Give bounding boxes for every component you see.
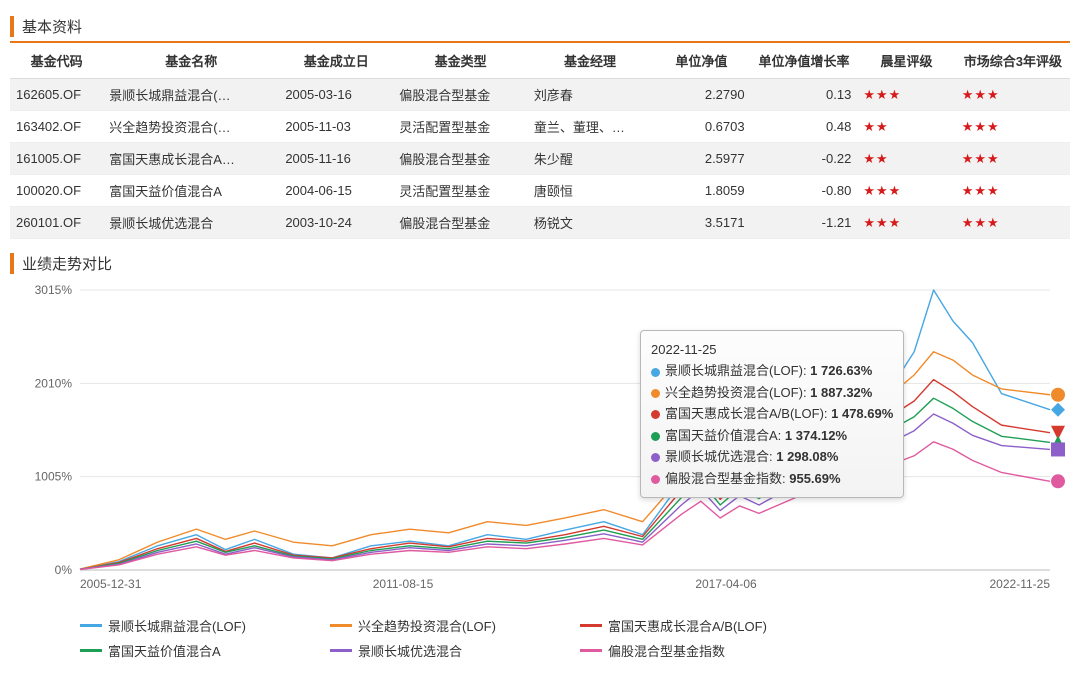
- cell-nav: 2.5977: [652, 143, 750, 175]
- col-mk3[interactable]: 市场综合3年评级: [956, 43, 1070, 79]
- svg-text:2005-12-31: 2005-12-31: [80, 577, 142, 591]
- cell-code: 161005.OF: [10, 143, 103, 175]
- cell-nav: 1.8059: [652, 175, 750, 207]
- cell-type: 灵活配置型基金: [393, 175, 528, 207]
- cell-nav: 0.6703: [652, 111, 750, 143]
- col-incept[interactable]: 基金成立日: [279, 43, 393, 79]
- cell-ms: ★★★: [857, 175, 955, 207]
- table-row[interactable]: 161005.OF富国天惠成长混合A…2005-11-16偏股混合型基金朱少醒2…: [10, 143, 1070, 175]
- cell-mk3: ★★★: [956, 175, 1070, 207]
- cell-manager: 朱少醒: [528, 143, 652, 175]
- cell-ms: ★★★: [857, 207, 955, 239]
- cell-manager: 唐颐恒: [528, 175, 652, 207]
- cell-name: 兴全趋势投资混合(…: [103, 111, 279, 143]
- fund-table: 基金代码基金名称基金成立日基金类型基金经理单位净值单位净值增长率晨星评级市场综合…: [10, 43, 1070, 239]
- cell-name: 景顺长城优选混合: [103, 207, 279, 239]
- col-chg[interactable]: 单位净值增长率: [751, 43, 858, 79]
- cell-name: 富国天惠成长混合A…: [103, 143, 279, 175]
- svg-text:1005%: 1005%: [35, 470, 73, 484]
- svg-text:2010%: 2010%: [35, 376, 73, 390]
- section-title-basic: 基本资料: [10, 16, 1070, 37]
- cell-chg: 0.13: [751, 79, 858, 111]
- cell-type: 偏股混合型基金: [393, 207, 528, 239]
- cell-incept: 2005-11-03: [279, 111, 393, 143]
- col-type[interactable]: 基金类型: [393, 43, 528, 79]
- cell-mk3: ★★★: [956, 207, 1070, 239]
- cell-chg: -0.22: [751, 143, 858, 175]
- col-name[interactable]: 基金名称: [103, 43, 279, 79]
- cell-incept: 2005-03-16: [279, 79, 393, 111]
- cell-mk3: ★★★: [956, 111, 1070, 143]
- table-row[interactable]: 260101.OF景顺长城优选混合2003-10-24偏股混合型基金杨锐文3.5…: [10, 207, 1070, 239]
- svg-text:2011-08-15: 2011-08-15: [373, 577, 434, 591]
- table-row[interactable]: 162605.OF景顺长城鼎益混合(…2005-03-16偏股混合型基金刘彦春2…: [10, 79, 1070, 111]
- cell-manager: 杨锐文: [528, 207, 652, 239]
- legend-item[interactable]: 偏股混合型基金指数: [580, 641, 790, 660]
- cell-ms: ★★★: [857, 79, 955, 111]
- table-row[interactable]: 100020.OF富国天益价值混合A2004-06-15灵活配置型基金唐颐恒1.…: [10, 175, 1070, 207]
- cell-ms: ★★: [857, 111, 955, 143]
- section-title-trend: 业绩走势对比: [10, 253, 1070, 274]
- cell-chg: -0.80: [751, 175, 858, 207]
- svg-text:2017-04-06: 2017-04-06: [695, 577, 757, 591]
- svg-text:0%: 0%: [55, 563, 73, 577]
- legend-item[interactable]: 景顺长城优选混合: [330, 641, 540, 660]
- cell-code: 100020.OF: [10, 175, 103, 207]
- cell-code: 162605.OF: [10, 79, 103, 111]
- cell-chg: -1.21: [751, 207, 858, 239]
- cell-ms: ★★: [857, 143, 955, 175]
- col-manager[interactable]: 基金经理: [528, 43, 652, 79]
- col-nav[interactable]: 单位净值: [652, 43, 750, 79]
- cell-type: 灵活配置型基金: [393, 111, 528, 143]
- legend-item[interactable]: 富国天益价值混合A: [80, 641, 290, 660]
- line-chart-svg: 0% 1005% 2010% 3015% 2005-12-31 2011-08-15 201…: [10, 280, 1070, 610]
- cell-incept: 2003-10-24: [279, 207, 393, 239]
- cell-name: 景顺长城鼎益混合(…: [103, 79, 279, 111]
- performance-chart[interactable]: 0% 1005% 2010% 3015% 2005-12-31 2011-08-15 201…: [10, 280, 1070, 610]
- cell-incept: 2005-11-16: [279, 143, 393, 175]
- cell-manager: 刘彦春: [528, 79, 652, 111]
- legend-item[interactable]: 景顺长城鼎益混合(LOF): [80, 616, 290, 635]
- cell-mk3: ★★★: [956, 79, 1070, 111]
- legend-item[interactable]: 兴全趋势投资混合(LOF): [330, 616, 540, 635]
- cell-code: 260101.OF: [10, 207, 103, 239]
- cell-type: 偏股混合型基金: [393, 143, 528, 175]
- cell-mk3: ★★★: [956, 143, 1070, 175]
- cell-name: 富国天益价值混合A: [103, 175, 279, 207]
- cell-type: 偏股混合型基金: [393, 79, 528, 111]
- col-code[interactable]: 基金代码: [10, 43, 103, 79]
- cell-code: 163402.OF: [10, 111, 103, 143]
- svg-text:2022-11-25: 2022-11-25: [990, 577, 1051, 591]
- chart-tooltip: 2022-11-25景顺长城鼎益混合(LOF): 1 726.63%兴全趋势投资…: [640, 330, 904, 498]
- cell-nav: 3.5171: [652, 207, 750, 239]
- cell-manager: 童兰、董理、…: [528, 111, 652, 143]
- svg-text:3015%: 3015%: [35, 283, 73, 297]
- cell-chg: 0.48: [751, 111, 858, 143]
- cell-nav: 2.2790: [652, 79, 750, 111]
- cell-incept: 2004-06-15: [279, 175, 393, 207]
- chart-legend: 景顺长城鼎益混合(LOF) 兴全趋势投资混合(LOF) 富国天惠成长混合A/B(LO…: [80, 616, 980, 660]
- col-ms[interactable]: 晨星评级: [857, 43, 955, 79]
- legend-item[interactable]: 富国天惠成长混合A/B(LOF): [580, 616, 790, 635]
- table-row[interactable]: 163402.OF兴全趋势投资混合(…2005-11-03灵活配置型基金童兰、董…: [10, 111, 1070, 143]
